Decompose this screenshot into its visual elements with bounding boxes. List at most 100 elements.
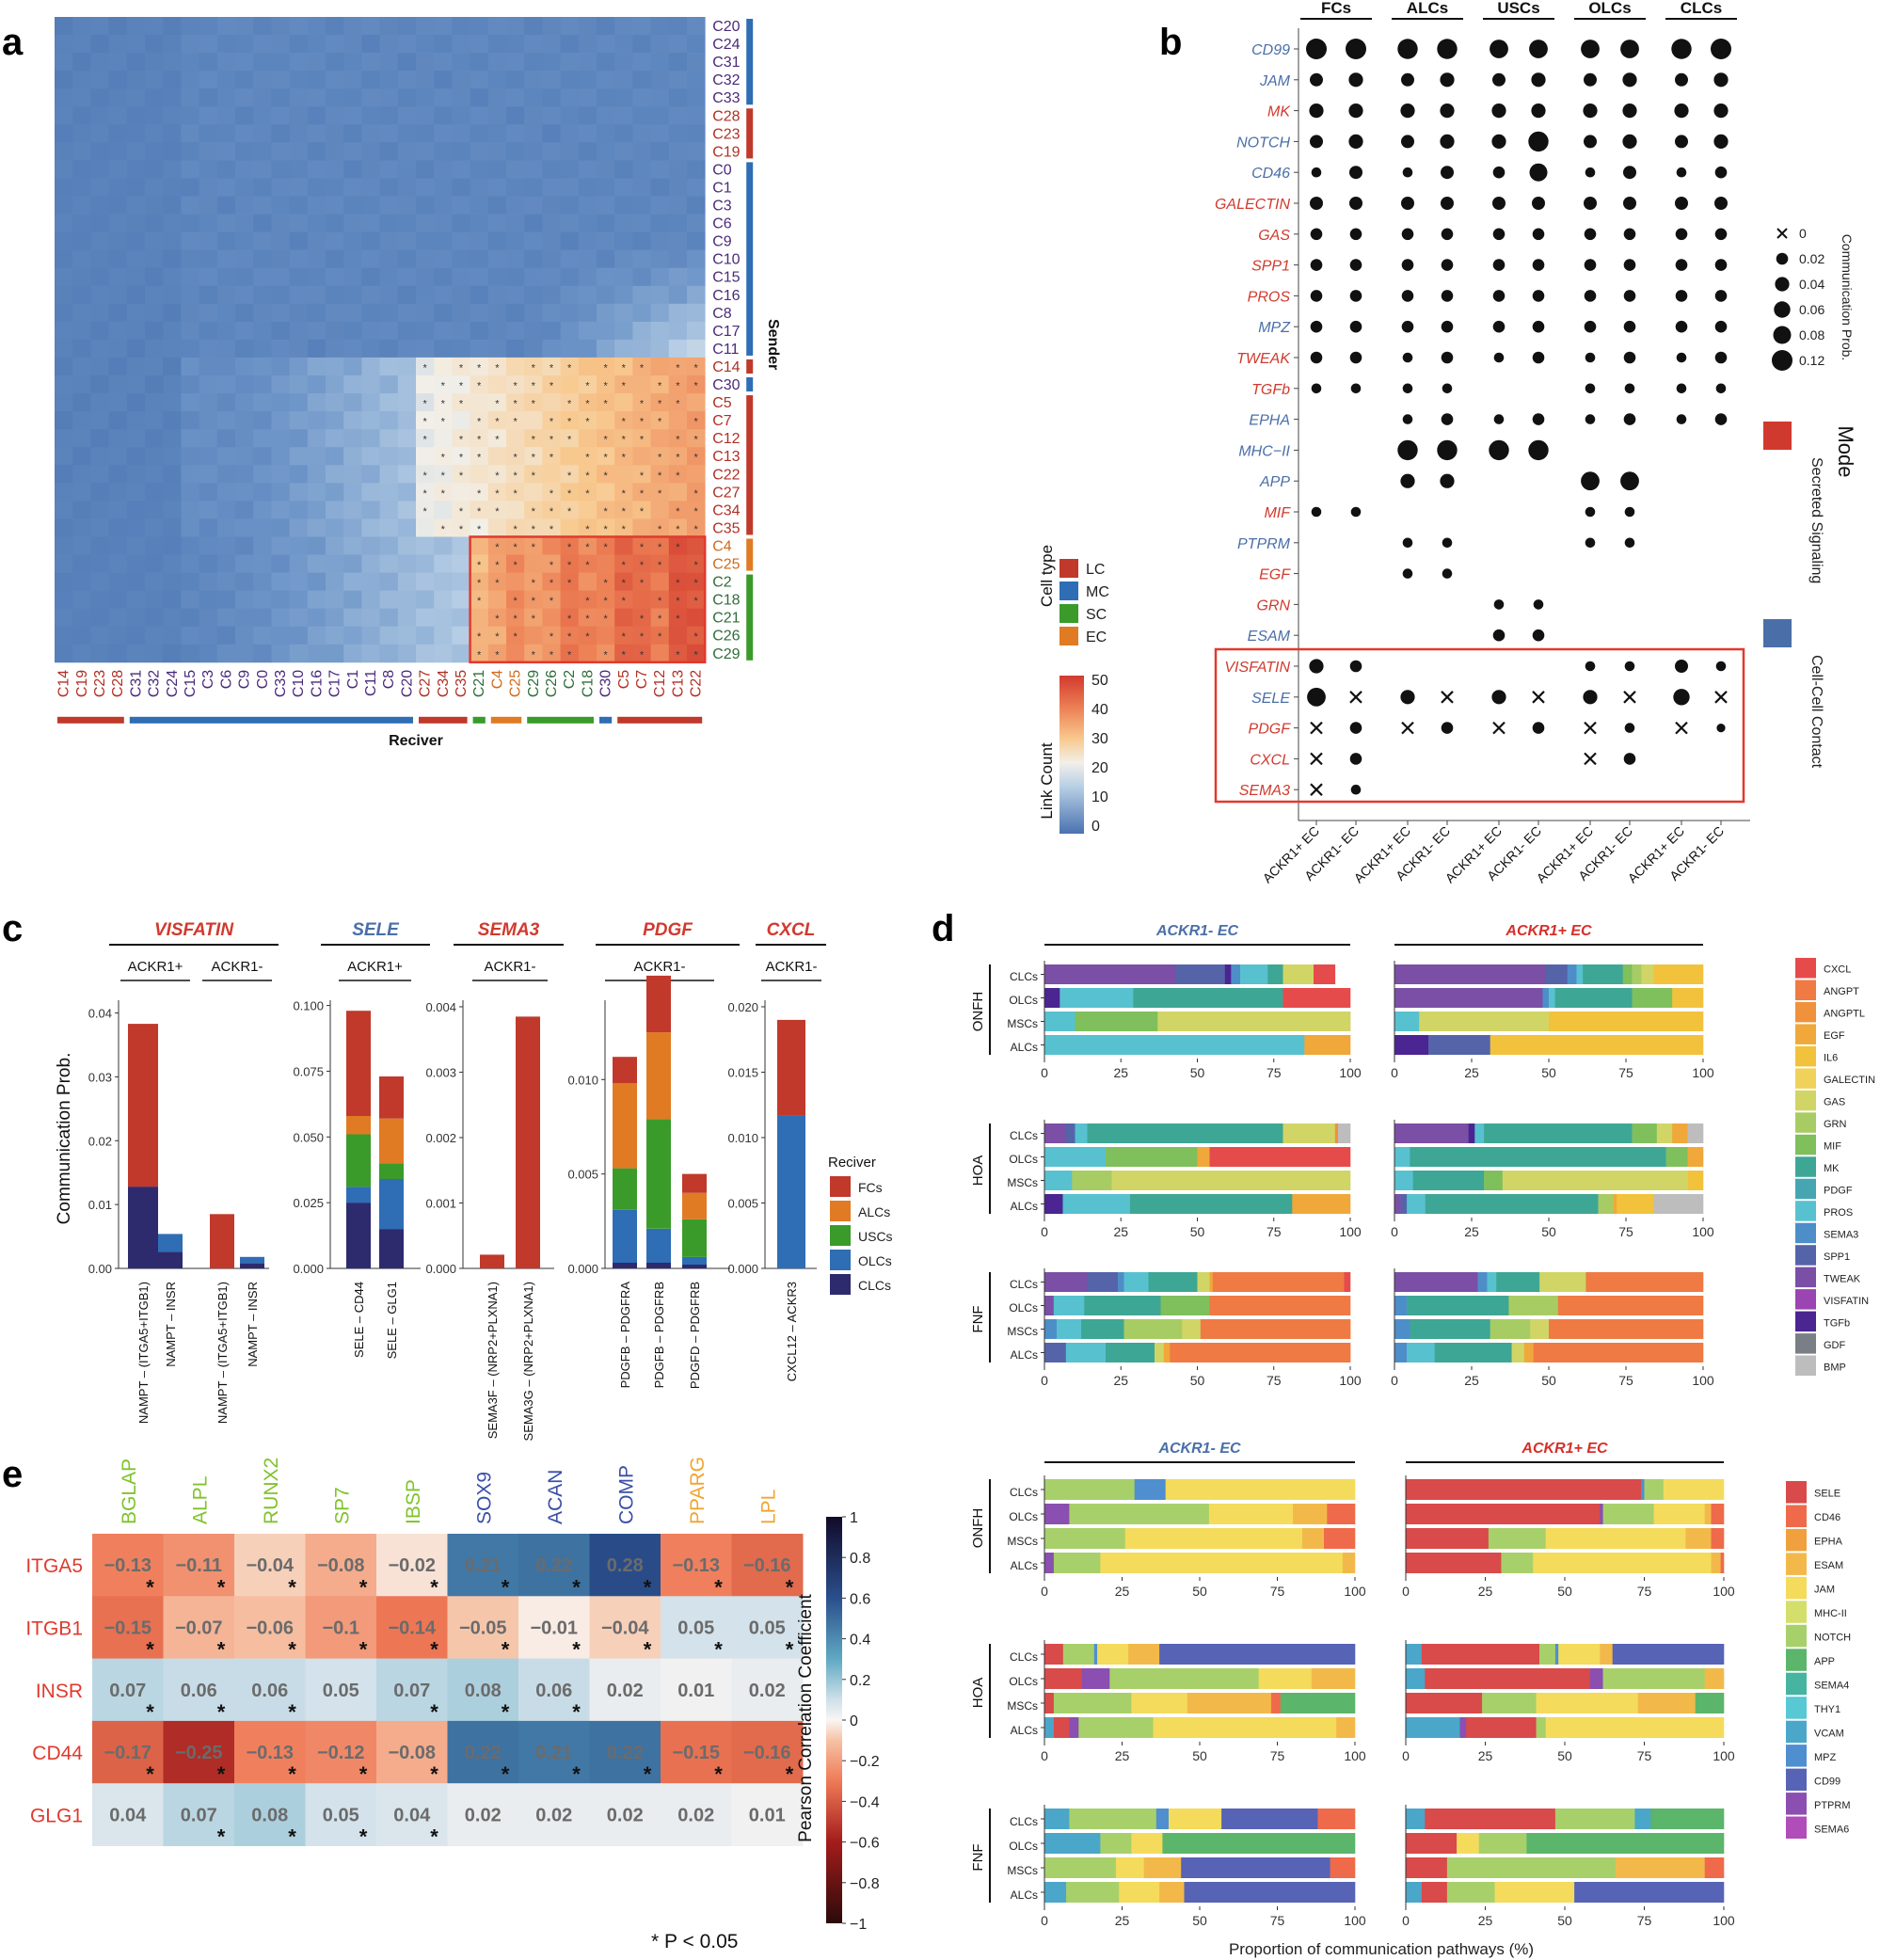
legend-label-ANGPTL: ANGPTL (1824, 1009, 1865, 1020)
heatmap-cell-C2-C14 (55, 572, 73, 592)
corr-cell-ITGB1-IBSP (376, 1596, 448, 1660)
heatmap-cell-C1-C26 (542, 178, 561, 197)
row-label-C33: C33 (712, 90, 740, 106)
heatmap-cell-C24-C0 (253, 35, 272, 54)
stack-ONFH-ACKR1- EC-CLCs-GAS (1283, 964, 1314, 984)
legend-label-USCs: USCs (858, 1229, 893, 1244)
corr-star-ITGB1-COMP: * (644, 1638, 652, 1662)
stack-FNF-ACKR1+ EC-ALCs-SEMA3 (1394, 1343, 1408, 1362)
stack-ONFH-ACKR1- EC-CLCs-CXCL (1314, 964, 1336, 984)
bar-segment-SELE-0-CLCs (346, 1203, 371, 1268)
heatmap-cell-C28-C30 (597, 106, 615, 125)
col-label-C16: C16 (309, 670, 325, 697)
heatmap-cell-C19-C1 (343, 142, 362, 161)
column-header-ACKR1- EC: ACKR1- EC (1155, 923, 1239, 939)
heatmap-cell-C17-C7 (632, 321, 651, 341)
pathway-label-MHC−II: MHC−II (1238, 443, 1290, 459)
legend-swatch-ANGPT (1795, 980, 1816, 1000)
col-label-ACAN: ACAN (545, 1470, 566, 1524)
heatmap-cell-C35-C35 (452, 518, 470, 537)
stack-FNF-ACKR1+ EC-MSCs-SELE (1406, 1857, 1448, 1878)
xtick-label: 50 (1541, 1065, 1556, 1080)
heatmap-cell-C3-C23 (90, 196, 109, 215)
heatmap-cell-C1-C0 (253, 178, 272, 197)
heatmap-cell-C29-C28 (108, 644, 128, 663)
col-label-C4: C4 (489, 670, 505, 690)
heatmap-cell-C11-C29 (524, 339, 543, 359)
corr-value-GLG1-IBSP: 0.04 (393, 1805, 431, 1825)
heatmap-cell-C27-C32 (145, 483, 164, 502)
significance-star: * (532, 470, 536, 482)
corr-value-INSR-IBSP: 0.07 (393, 1681, 430, 1701)
stack-HOA-ACKR1- EC-MSCs-JAM (1131, 1693, 1188, 1713)
heatmap-cell-C26-C16 (307, 626, 327, 645)
corr-star-ITGB1-LPL: * (786, 1638, 794, 1662)
heatmap-cell-C18-C19 (72, 590, 91, 610)
heatmap-cell-C13-C1 (343, 447, 362, 466)
heatmap-cell-C16-C31 (126, 285, 146, 305)
col-group-bar (527, 716, 594, 724)
row-label-C14: C14 (712, 359, 740, 375)
significance-star: * (477, 381, 482, 392)
tissue-label-FNF: FNF (970, 1843, 986, 1871)
corr-cell-INSR-SP7 (305, 1658, 377, 1722)
corr-cell-CD44-PPARG (661, 1720, 732, 1784)
stack-FNF-ACKR1+ EC-MSCs-ESAM (1616, 1857, 1705, 1878)
legend-swatch-TWEAK (1795, 1267, 1816, 1288)
heatmap-cell-C4-C28 (108, 536, 128, 555)
heatmap-cell-C17-C1 (343, 321, 362, 341)
dot-CD99-6 (1581, 40, 1600, 58)
heatmap-cell-C8-C26 (542, 303, 561, 323)
heatmap-cell-C24-C11 (361, 35, 380, 54)
stack-HOA-ACKR1- EC-CLCs-CD99 (1159, 1644, 1356, 1665)
row-label-C21: C21 (712, 611, 740, 627)
stack-ONFH-ACKR1+ EC-CLCs-SEMA3 (1567, 964, 1577, 984)
heatmap-cell-C14-C19 (72, 357, 91, 376)
significance-star: * (532, 362, 536, 374)
stack-ONFH-ACKR1+ EC-ALCs-ESAM (1711, 1553, 1721, 1573)
stack-HOA-ACKR1- EC-MSCs-ESAM (1187, 1693, 1272, 1713)
dot-SELE-6 (1583, 690, 1598, 705)
stack-FNF-ACKR1- EC-ALCs-ESAM (1159, 1882, 1185, 1903)
ytick-label-VISFATIN: 0.04 (88, 1007, 112, 1021)
legend-swatch-THY1 (1786, 1697, 1807, 1719)
stack-FNF-ACKR1- EC-MSCs-ANGPT (1200, 1319, 1351, 1339)
heatmap-cell-C20-C17 (326, 17, 344, 36)
dot-PROS-7 (1623, 290, 1636, 302)
heatmap-cell-C0-C30 (597, 160, 615, 179)
heatmap-cell-C16-C28 (108, 285, 128, 305)
dot-SPP1-7 (1623, 259, 1636, 271)
heatmap-cell-C10-C23 (90, 249, 109, 269)
significance-star: * (477, 524, 482, 535)
corr-star-CD44-RUNX2: * (288, 1762, 296, 1786)
heatmap-cell-C35-C0 (253, 518, 272, 537)
heatmap-cell-C18-C29 (524, 590, 543, 610)
heatmap-cell-C28-C20 (397, 106, 417, 125)
significance-star: * (622, 435, 627, 446)
heatmap-cell-C30-C8 (379, 375, 399, 394)
stack-HOA-ACKR1- EC-ALCs-PROS (1062, 1194, 1131, 1214)
heatmap-cell-C16-C0 (253, 285, 272, 305)
significance-star: * (693, 453, 698, 464)
stack-HOA-ACKR1+ EC-ALCs-SELE (1466, 1717, 1537, 1738)
row-label-C25: C25 (712, 557, 740, 573)
xtick-label: 50 (1541, 1373, 1556, 1388)
heatmap-cell-C25-C12 (650, 554, 670, 573)
significance-star: * (585, 399, 590, 410)
heatmap-cell-C29-C33 (271, 644, 290, 663)
heatmap-cell-C6-C26 (542, 214, 561, 233)
heatmap-cell-C19-C4 (487, 142, 507, 161)
corr-cell-INSR-PPARG (661, 1658, 732, 1722)
heatmap-cell-C12-C8 (379, 429, 399, 448)
stack-FNF-ACKR1- EC-OLCs-NOTCH (1100, 1833, 1132, 1854)
heatmap-cell-C33-C21 (470, 88, 489, 107)
heatmap-cell-C19-C35 (452, 142, 470, 161)
col-group-bar (617, 716, 703, 724)
heatmap-cell-C18-C1 (343, 590, 362, 610)
heatmap-cell-C15-C2 (560, 267, 580, 287)
heatmap-cell-C1-C28 (108, 178, 128, 197)
heatmap-cell-C29-C0 (253, 644, 272, 663)
heatmap-cell-C29-C23 (90, 644, 109, 663)
row-group-bar (746, 19, 754, 105)
heatmap-cell-C28-C2 (560, 106, 580, 125)
